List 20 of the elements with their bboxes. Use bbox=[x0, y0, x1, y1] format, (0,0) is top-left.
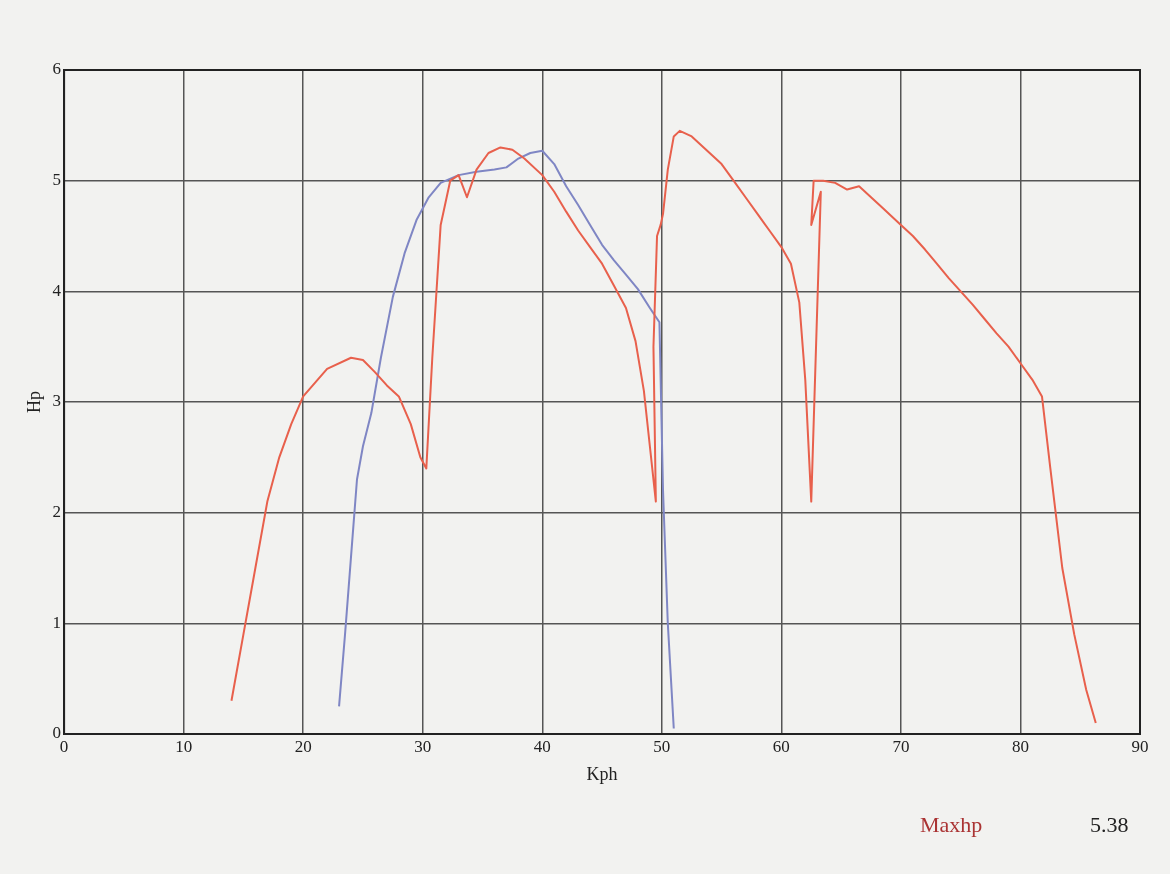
x-tick-label: 30 bbox=[414, 736, 432, 756]
x-tick-label: 10 bbox=[175, 736, 193, 756]
y-tick-label: 5 bbox=[52, 170, 62, 190]
y-tick-label: 3 bbox=[52, 391, 62, 411]
y-tick-label: 2 bbox=[52, 502, 62, 522]
x-tick-label: 20 bbox=[294, 736, 312, 756]
x-axis-title: Kph bbox=[586, 763, 618, 784]
y-axis-title: Hp bbox=[23, 391, 44, 413]
x-tick-label: 60 bbox=[772, 736, 790, 756]
x-tick-label: 90 bbox=[1131, 736, 1149, 756]
text: Maxhp bbox=[920, 812, 983, 838]
y-tick-label: 4 bbox=[52, 280, 62, 300]
x-tick-label: 40 bbox=[533, 736, 551, 756]
y-tick-label: 6 bbox=[52, 59, 62, 79]
x-tick-label: 70 bbox=[892, 736, 910, 756]
x-tick-label: 50 bbox=[653, 736, 671, 756]
text: 5.38 bbox=[1090, 812, 1129, 838]
y-tick-label: 0 bbox=[52, 723, 62, 743]
y-tick-label: 1 bbox=[52, 612, 62, 632]
x-tick-label: 80 bbox=[1011, 736, 1029, 756]
